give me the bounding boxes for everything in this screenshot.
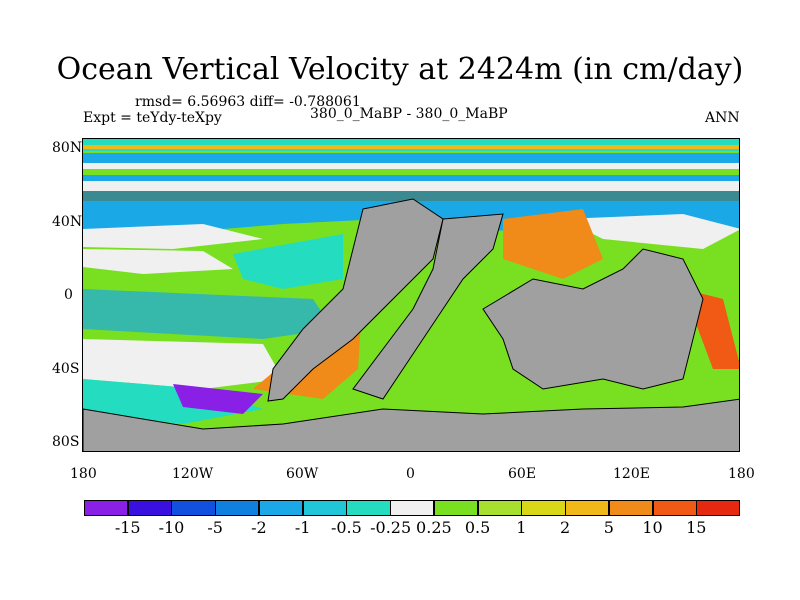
colorbar-label: -5 [207,518,223,537]
colorbar-label: -15 [114,518,141,537]
coastal-downwelling [173,384,263,414]
chart-title: Ocean Vertical Velocity at 2424m (in cm/… [56,52,744,87]
colorbar-label: 1 [516,518,527,537]
lon-label: 120E [613,466,650,482]
lat-label: 40N [52,214,83,230]
colorbar-swatch [171,500,216,516]
land [83,198,739,451]
lat-label: 80N [52,140,83,156]
south-band [83,339,283,389]
colorbar-label: -0.25 [370,518,412,537]
lat-label: 40S [52,361,80,377]
lon-label: 180 [70,466,97,482]
colorbar-swatch [390,500,435,516]
north-band [233,234,343,289]
arctic-strip [83,169,739,175]
colorbar-labels: -15 -10 -5 -2 -1 -0.5 -0.25 0.25 0.5 1 2 5 10 15 [84,518,740,538]
arctic-strip [83,163,739,169]
colorbar-swatch [215,500,260,516]
colorbar-label: 0.25 [416,518,452,537]
colorbar-label: 10 [642,518,663,537]
colorbar-swatch [652,500,697,516]
colorbar-label: -0.5 [330,518,362,537]
colorbar-swatch [84,500,129,516]
colorbar-label: -1 [294,518,311,537]
colorbar-swatch [433,500,479,516]
lon-label: 120W [172,466,214,482]
colorbar-label: 2 [559,518,571,537]
lat-label: 80S [52,434,80,450]
lon-label: 0 [406,466,415,482]
colorbar-swatch [346,500,391,516]
south-band [83,379,263,424]
land-asia-australia [482,248,704,390]
stats-label: rmsd= 6.56963 diff= -0.788061 [135,94,361,110]
map-field [83,139,739,451]
north-band [83,249,233,274]
colorbar-swatch [477,500,522,516]
experiment-label: Expt = teYdy-teXpy [83,110,222,126]
land-europe-africa [352,213,504,400]
coastal-upwelling [503,209,603,279]
colorbar-label: -2 [251,518,267,537]
colorbar-label: 0.5 [464,518,491,537]
colorbar-swatch [696,500,741,516]
colorbar-label: 15 [686,518,707,537]
colorbar-swatch [608,500,654,516]
map-panel [82,138,740,452]
colorbar-swatch [521,500,566,516]
tropic-band [83,289,333,339]
case-label: 380_0_MaBP - 380_0_MaBP [310,106,508,122]
north-band [83,224,263,249]
lon-label: 60E [508,466,537,482]
arctic-strip [83,191,739,201]
lon-label: 60W [286,466,319,482]
season-label: ANN [705,110,740,126]
arctic-strip [83,145,739,149]
arctic-strip [83,175,739,181]
lon-label: 180 [728,466,755,482]
colorbar [84,500,741,516]
colorbar-swatch [127,500,172,516]
colorbar-swatch [258,500,304,516]
arctic-strip [83,153,739,163]
land-antarctica [83,398,739,451]
arctic-strip [83,181,739,191]
colorbar-swatch [302,500,347,516]
colorbar-label: 5 [603,518,614,537]
colorbar-swatch [565,500,610,516]
colorbar-label: -10 [158,518,185,537]
north-band [563,214,739,249]
lat-label: 0 [64,287,73,303]
